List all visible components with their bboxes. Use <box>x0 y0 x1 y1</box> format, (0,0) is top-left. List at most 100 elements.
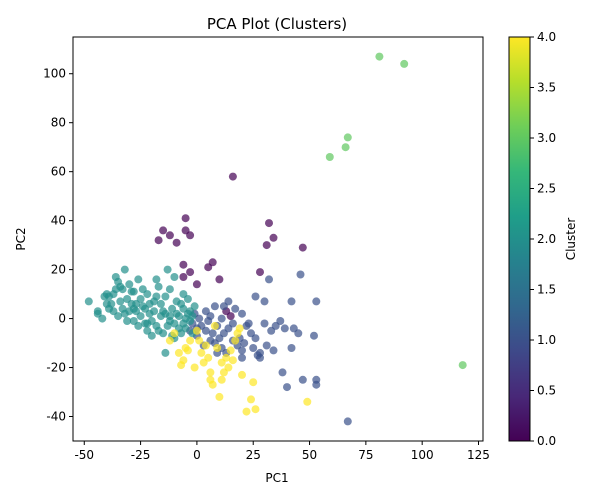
data-point-cluster-2 <box>179 290 188 299</box>
x-tick-label: 0 <box>193 448 201 462</box>
x-axis: -50 -25 0 25 50 75 100 125 <box>74 441 490 462</box>
data-point-cluster-1 <box>251 292 260 301</box>
data-point-cluster-2 <box>170 319 179 328</box>
data-point-cluster-1 <box>238 346 246 355</box>
data-point-cluster-1 <box>312 297 321 306</box>
data-point-cluster-4 <box>208 380 217 389</box>
data-point-cluster-4 <box>165 336 174 345</box>
data-point-cluster-0 <box>154 236 163 245</box>
y-tick-label: 80 <box>51 116 66 130</box>
data-point-cluster-4 <box>186 336 195 345</box>
data-point-cluster-1 <box>244 319 253 328</box>
data-point-cluster-2 <box>123 317 132 325</box>
data-point-cluster-4 <box>190 363 199 372</box>
data-point-cluster-2 <box>163 321 172 330</box>
data-point-cluster-1 <box>260 319 269 328</box>
data-point-cluster-2 <box>190 302 199 311</box>
data-point-cluster-3 <box>400 59 409 68</box>
data-point-cluster-4 <box>183 346 192 355</box>
data-point-cluster-0 <box>192 280 201 289</box>
colorbar-tick-label: 2.0 <box>537 232 556 246</box>
data-point-cluster-2 <box>116 282 125 291</box>
colorbar-tick-label: 0.0 <box>537 434 556 448</box>
data-point-cluster-4 <box>228 356 237 365</box>
data-point-cluster-4 <box>235 324 244 333</box>
data-point-cluster-4 <box>242 407 251 416</box>
data-point-cluster-0 <box>186 231 195 240</box>
data-point-cluster-4 <box>179 356 188 365</box>
x-tick-label: 50 <box>302 448 317 462</box>
data-point-cluster-4 <box>195 336 204 345</box>
data-point-cluster-1 <box>231 304 240 313</box>
data-point-cluster-2 <box>109 290 118 299</box>
data-point-cluster-1 <box>201 307 210 316</box>
colorbar-tick-label: 2.5 <box>537 182 556 196</box>
x-tick-label: 100 <box>411 448 434 462</box>
data-point-cluster-2 <box>147 331 156 340</box>
y-tick-label: 0 <box>58 312 66 326</box>
data-point-cluster-0 <box>186 268 195 277</box>
x-axis-label: PC1 <box>265 471 288 485</box>
colorbar-tick-label: 1.5 <box>537 283 556 297</box>
data-point-cluster-2 <box>152 292 161 301</box>
data-point-cluster-2 <box>134 275 143 284</box>
data-point-cluster-0 <box>179 273 188 281</box>
data-point-cluster-0 <box>181 214 190 223</box>
colorbar-tick-label: 4.0 <box>537 30 556 44</box>
x-tick-label: -25 <box>131 448 151 462</box>
data-point-cluster-3 <box>458 361 467 370</box>
chart-title: PCA Plot (Clusters) <box>207 15 347 33</box>
data-point-cluster-4 <box>197 348 206 357</box>
y-tick-label: 20 <box>51 263 66 277</box>
data-point-cluster-1 <box>269 346 278 355</box>
data-point-cluster-2 <box>188 312 197 321</box>
data-point-cluster-1 <box>283 383 291 392</box>
data-point-cluster-1 <box>265 275 273 284</box>
data-point-cluster-4 <box>303 397 312 406</box>
data-point-cluster-2 <box>161 292 170 301</box>
x-tick-label: 125 <box>467 448 490 462</box>
data-point-cluster-4 <box>204 353 213 362</box>
data-point-cluster-2 <box>93 309 102 318</box>
data-point-cluster-3 <box>341 143 350 152</box>
data-point-cluster-4 <box>226 346 235 355</box>
data-point-cluster-1 <box>204 317 213 325</box>
data-point-cluster-0 <box>228 172 237 181</box>
data-point-cluster-1 <box>310 331 318 340</box>
y-tick-label: -20 <box>46 361 66 375</box>
data-point-cluster-4 <box>247 395 255 404</box>
data-point-cluster-2 <box>165 285 174 294</box>
data-point-cluster-3 <box>375 52 384 61</box>
data-point-cluster-1 <box>312 380 321 389</box>
data-point-cluster-1 <box>201 326 210 335</box>
data-point-cluster-4 <box>201 341 210 350</box>
data-point-cluster-0 <box>159 226 168 235</box>
data-point-cluster-1 <box>210 302 219 311</box>
data-point-cluster-2 <box>172 297 181 306</box>
y-axis: -40 -20 0 20 40 60 80 100 <box>43 67 73 424</box>
data-point-cluster-2 <box>127 287 136 296</box>
data-point-cluster-0 <box>215 275 224 284</box>
data-point-cluster-2 <box>143 319 152 328</box>
data-point-cluster-1 <box>260 297 269 306</box>
data-point-cluster-4 <box>222 353 231 362</box>
data-point-cluster-2 <box>181 324 190 333</box>
data-point-cluster-0 <box>256 268 264 277</box>
data-point-cluster-2 <box>145 299 154 308</box>
data-point-cluster-4 <box>231 336 240 345</box>
y-tick-label: 40 <box>51 214 66 228</box>
data-point-cluster-1 <box>262 341 271 350</box>
data-point-cluster-0 <box>179 260 188 269</box>
y-tick-label: 60 <box>51 165 66 179</box>
data-point-cluster-2 <box>125 280 134 289</box>
data-point-cluster-4 <box>238 370 246 379</box>
data-point-cluster-4 <box>206 368 215 377</box>
data-point-cluster-2 <box>156 299 165 308</box>
data-point-cluster-2 <box>154 326 163 335</box>
data-point-cluster-2 <box>136 312 145 321</box>
data-point-cluster-2 <box>163 265 172 274</box>
data-point-cluster-2 <box>84 297 93 306</box>
data-point-cluster-2 <box>154 282 163 291</box>
data-point-cluster-2 <box>116 297 125 306</box>
scatter-points <box>84 52 467 426</box>
